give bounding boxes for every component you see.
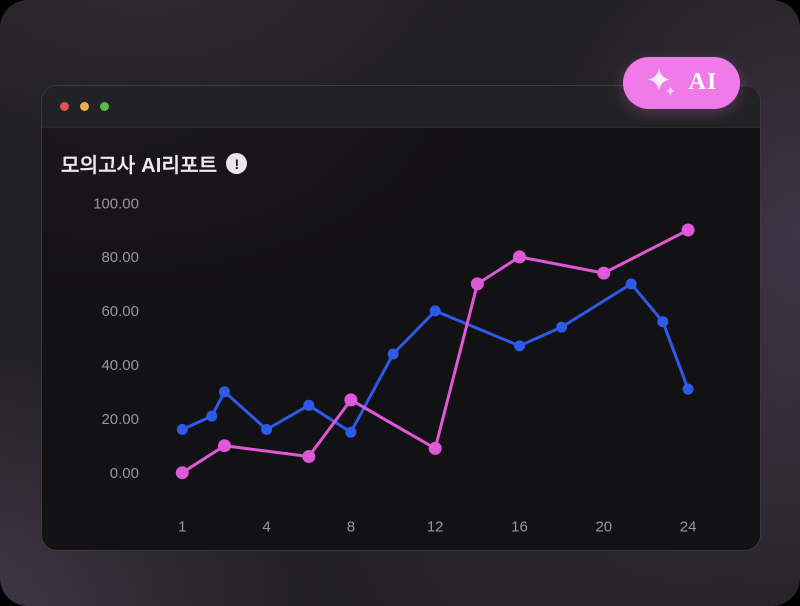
pink-series-point	[470, 277, 484, 291]
pink-series-point	[218, 439, 231, 453]
close-button[interactable]	[60, 102, 69, 111]
y-axis-tick-label: 0.00	[110, 465, 139, 482]
pink-series-point	[428, 441, 442, 455]
y-axis-tick-label: 60.00	[101, 303, 139, 320]
blue-series-point	[682, 383, 694, 395]
x-axis-tick-label: 20	[595, 518, 612, 535]
pink-series-point	[597, 266, 611, 280]
y-axis-tick-label: 40.00	[101, 357, 139, 374]
blue-series-point	[429, 305, 441, 317]
x-axis-tick-label: 1	[178, 518, 186, 535]
ai-badge-label: AI	[688, 68, 718, 95]
pink-series-line	[180, 228, 690, 475]
x-axis-tick-label: 12	[427, 518, 444, 535]
x-axis-tick-label: 24	[680, 518, 697, 535]
blue-series-point	[556, 321, 568, 333]
blue-series-point	[176, 424, 188, 435]
x-axis-tick-label: 4	[262, 518, 270, 535]
sparkle-icon	[647, 68, 676, 96]
pink-series-point	[513, 250, 526, 264]
pink-series-point	[302, 450, 316, 463]
blue-series-point	[387, 348, 399, 360]
pink-series-point	[175, 466, 189, 480]
pink-series-point	[344, 393, 358, 407]
report-header: 모의고사 AI리포트 !	[61, 149, 248, 178]
y-axis-tick-label: 80.00	[101, 249, 139, 266]
report-title: 모의고사 AI리포트	[61, 155, 218, 177]
x-axis-tick-label: 8	[347, 518, 355, 535]
blue-series-point	[345, 426, 357, 438]
blue-series-point	[219, 386, 230, 398]
report-chart: 100.00 80.00 60.00 40.00 20.00 0.00 1 4 8 12 16 20 2…	[93, 195, 697, 535]
zoom-button[interactable]	[100, 102, 109, 111]
report-window: 모의고사 AI리포트 ! 100.00 80.00 60.00 40.00 20.00 0…	[41, 85, 761, 551]
blue-series-point	[206, 410, 218, 422]
x-axis-tick-label: 16	[511, 518, 528, 535]
info-icon[interactable]: !	[226, 153, 248, 174]
blue-series-point	[657, 316, 669, 328]
pink-series-point	[681, 223, 695, 237]
y-axis-tick-label: 20.00	[101, 411, 139, 428]
exclamation-glyph: !	[234, 155, 240, 172]
blue-series-point	[514, 340, 525, 352]
ai-badge[interactable]: AI	[623, 57, 740, 109]
y-axis-tick-label: 100.00	[93, 195, 139, 212]
blue-series-point	[625, 278, 637, 290]
minimize-button[interactable]	[80, 102, 89, 111]
blue-series-point	[261, 424, 273, 435]
blue-series-point	[303, 399, 315, 411]
